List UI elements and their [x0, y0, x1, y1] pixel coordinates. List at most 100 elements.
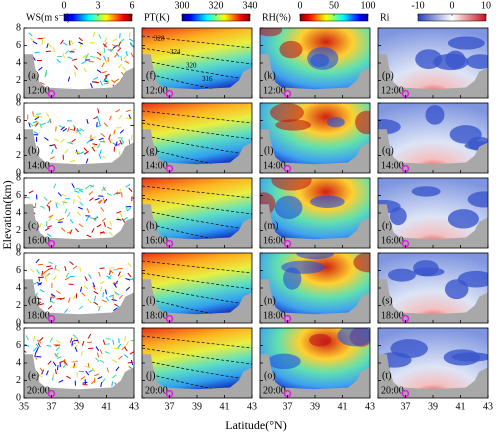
wind-vector — [71, 341, 73, 347]
time-label: 16:00 — [27, 235, 50, 246]
wind-vector — [69, 337, 73, 343]
wind-vector — [84, 365, 90, 369]
wind-vector — [119, 129, 125, 134]
field-blob — [466, 54, 488, 69]
wind-vector — [47, 360, 52, 365]
wind-vector — [92, 31, 96, 37]
colorbar-tick-label: 300 — [175, 0, 190, 11]
y-tick-label: 2 — [16, 75, 21, 86]
time-label: 16:00 — [145, 235, 168, 246]
y-tick-label: 4 — [16, 282, 21, 293]
panel — [24, 103, 134, 173]
wind-vector — [34, 354, 37, 360]
wind-vector — [99, 281, 105, 285]
field-blob — [445, 50, 466, 69]
panel-label: (h) — [146, 220, 158, 231]
wind-vector — [125, 205, 128, 211]
panel — [24, 178, 134, 248]
wind-vector — [108, 138, 112, 144]
terrain — [260, 279, 370, 323]
wind-vector — [62, 53, 65, 59]
wind-vector — [80, 350, 83, 357]
wind-vector — [78, 223, 83, 228]
field-blob — [447, 36, 485, 50]
wind-vector — [73, 294, 76, 300]
field-blob — [337, 328, 370, 347]
wind-vector — [98, 137, 104, 141]
wind-vector — [78, 41, 84, 45]
wind-vector — [61, 193, 67, 197]
colorbar-tick-label: 0 — [298, 0, 303, 11]
wind-vector — [78, 305, 84, 310]
time-label: 14:00 — [263, 160, 286, 171]
wind-vector — [56, 58, 61, 63]
terrain — [142, 54, 252, 98]
contour — [142, 284, 252, 306]
wind-vector — [99, 149, 102, 155]
wind-vector — [71, 183, 75, 188]
terrain — [142, 279, 252, 323]
wind-vector — [67, 126, 70, 133]
contour-label: 320 — [186, 62, 197, 70]
wind-vector — [72, 124, 77, 130]
wind-vector — [78, 37, 83, 42]
wind-vector — [46, 344, 52, 347]
wind-vector — [87, 333, 92, 339]
wind-vector — [73, 334, 77, 341]
wind-vector — [59, 297, 65, 301]
wind-vector — [52, 373, 55, 379]
colorbar-tick-label: 0 — [62, 0, 67, 11]
wind-vector — [124, 346, 128, 352]
wind-vector — [71, 360, 77, 363]
wind-vector — [67, 76, 71, 82]
panel-label: (c) — [28, 220, 39, 231]
field-blob — [270, 103, 304, 123]
wind-vector — [38, 303, 45, 306]
y-axis-label: Elevation(km) — [0, 180, 14, 249]
terrain — [378, 54, 488, 98]
wind-vector — [39, 123, 43, 129]
time-label: 14:00 — [145, 160, 168, 171]
wind-vector — [104, 343, 110, 345]
field-blob — [274, 195, 303, 220]
wind-vector — [105, 296, 110, 302]
wind-vector — [114, 78, 119, 83]
x-tick-label: 37 — [401, 401, 411, 412]
wind-vector — [89, 217, 95, 220]
wind-vector — [62, 200, 66, 206]
y-tick-label: 2 — [16, 225, 21, 236]
wind-vector — [85, 370, 90, 376]
y-tick-label: 6 — [16, 265, 21, 276]
time-label: 20:00 — [145, 385, 168, 396]
x-tick-label: 39 — [192, 401, 202, 412]
wind-vector — [118, 151, 122, 157]
wind-vector — [53, 183, 57, 189]
y-tick-label: 6 — [16, 40, 21, 51]
field-blob — [425, 105, 445, 125]
panel-label: (d) — [28, 295, 40, 306]
panel — [24, 28, 134, 98]
wind-vector — [118, 114, 123, 120]
wind-vector — [73, 339, 79, 342]
wind-vector — [55, 203, 58, 209]
wind-vector — [83, 67, 87, 73]
panel — [142, 103, 252, 173]
time-label: 16:00 — [381, 235, 404, 246]
wind-vector — [56, 339, 62, 344]
field-blob — [390, 339, 428, 359]
y-tick-label: 6 — [16, 340, 21, 351]
wind-vector — [76, 338, 80, 344]
wind-vector — [101, 217, 107, 222]
wind-vector — [50, 156, 55, 160]
wind-vector — [74, 346, 78, 352]
wind-vector — [36, 113, 42, 115]
field-blob — [275, 119, 312, 131]
colorbar-tick-label: 100 — [361, 0, 376, 11]
panel — [260, 253, 370, 323]
y-tick-label: 0 — [16, 317, 21, 328]
wind-vector — [37, 373, 43, 378]
colorbar-tick-label: 320 — [209, 0, 224, 11]
wind-vector — [46, 225, 52, 228]
wind-vector — [72, 265, 78, 270]
